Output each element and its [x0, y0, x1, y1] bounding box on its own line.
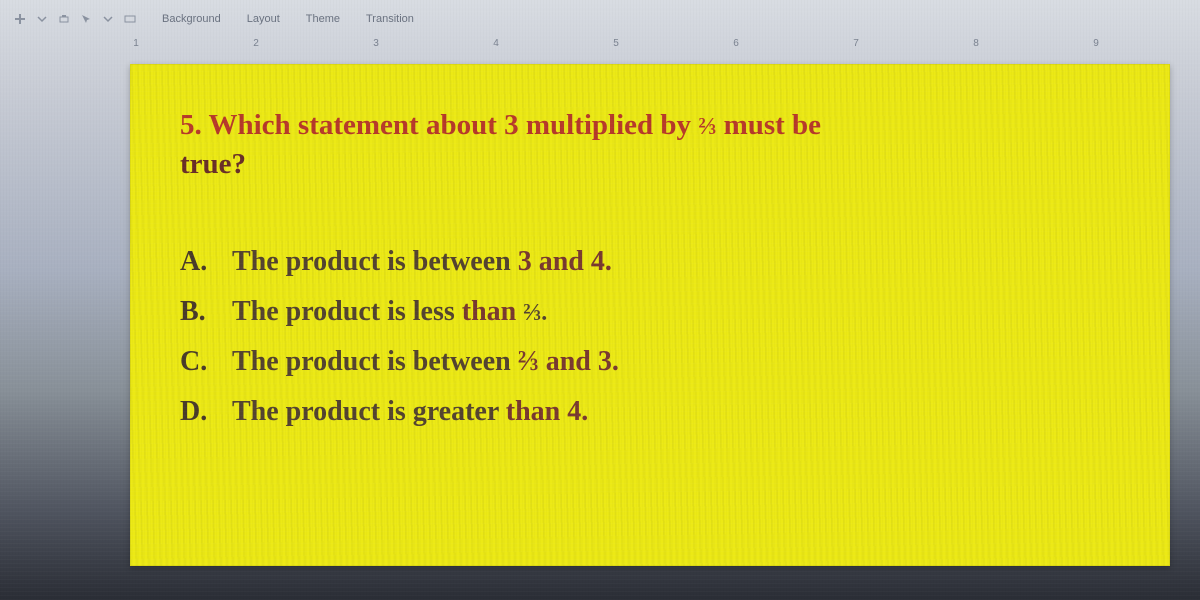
ruler-mark: 9 [1090, 38, 1102, 49]
toolbar-item-layout[interactable]: Layout [247, 13, 280, 25]
pointer-icon[interactable] [80, 13, 92, 25]
option-text: The product is between 3 and 4. [232, 246, 612, 278]
toolbar-item-background[interactable]: Background [162, 13, 221, 25]
slide-content[interactable]: 5. Which statement about 3 multiplied by… [130, 64, 1170, 566]
option-d[interactable]: D. The product is greater than 4. [180, 396, 1120, 428]
option-letter: B. [180, 296, 214, 328]
ruler-mark: 6 [730, 38, 742, 49]
print-icon[interactable] [58, 13, 70, 25]
toolbar-item-transition[interactable]: Transition [366, 13, 414, 25]
option-text: The product is between ⅔ and 3. [232, 346, 619, 378]
ruler-mark: 3 [370, 38, 382, 49]
chevron-down-icon[interactable] [102, 13, 114, 25]
question-number: 5. [180, 109, 202, 141]
question-fraction: ⅔ [698, 114, 716, 140]
option-letter: A. [180, 246, 214, 278]
option-text: The product is greater than 4. [232, 396, 588, 428]
ruler-mark: 7 [850, 38, 862, 49]
option-letter: C. [180, 346, 214, 378]
ruler: 1 2 3 4 5 6 7 8 9 [0, 32, 1200, 54]
option-b[interactable]: B. The product is less than ⅔. [180, 296, 1120, 328]
question-text: 5. Which statement about 3 multiplied by… [180, 106, 1120, 184]
toolbar-item-theme[interactable]: Theme [306, 13, 340, 25]
chevron-down-icon[interactable] [36, 13, 48, 25]
question-prefix: Which statement about 3 multiplied by [208, 109, 698, 141]
option-c[interactable]: C. The product is between ⅔ and 3. [180, 346, 1120, 378]
options-list: A. The product is between 3 and 4. B. Th… [180, 246, 1120, 428]
question-suffix: must be [716, 109, 821, 141]
option-a[interactable]: A. The product is between 3 and 4. [180, 246, 1120, 278]
textbox-icon[interactable] [124, 13, 136, 25]
plus-icon[interactable] [14, 13, 26, 25]
ruler-mark: 5 [610, 38, 622, 49]
toolbar-icon-group [14, 13, 136, 25]
ruler-mark: 2 [250, 38, 262, 49]
ruler-mark: 4 [490, 38, 502, 49]
ruler-mark: 8 [970, 38, 982, 49]
ruler-mark: 1 [130, 38, 142, 49]
question-line2: true? [180, 148, 246, 180]
option-letter: D. [180, 396, 214, 428]
toolbar: Background Layout Theme Transition [0, 6, 1200, 32]
option-text: The product is less than ⅔. [232, 296, 547, 328]
